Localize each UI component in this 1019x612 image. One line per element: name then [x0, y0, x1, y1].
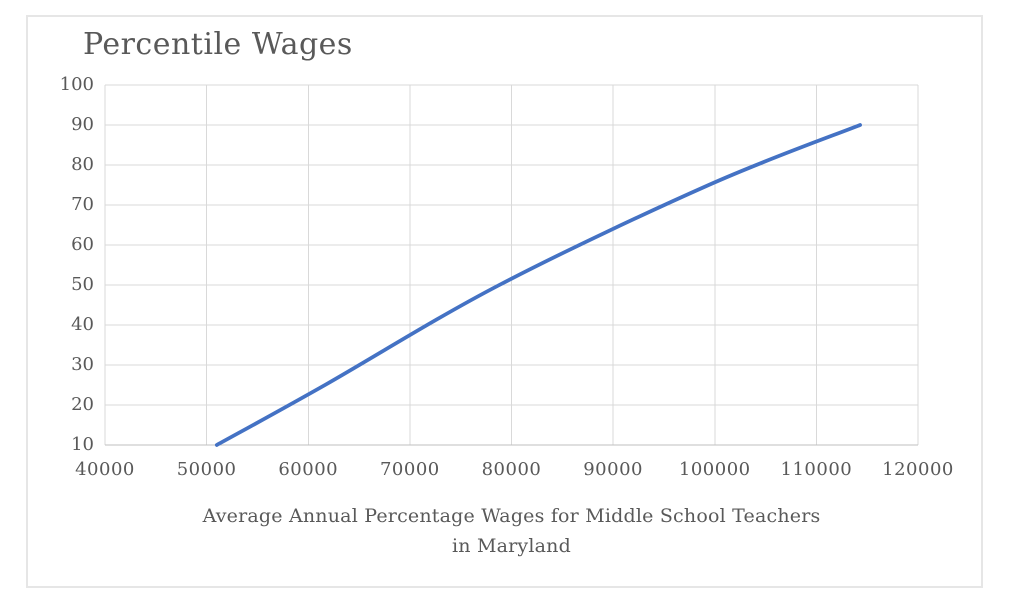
x-axis-title-line-1: Average Annual Percentage Wages for Midd…: [202, 505, 821, 527]
percentile-wage-line: [214, 123, 862, 447]
x-axis-title: Average Annual Percentage Wages for Midd…: [105, 501, 918, 561]
x-tick-label: 90000: [583, 459, 643, 480]
x-tick-label: 120000: [882, 459, 954, 480]
y-tick-label: 90: [71, 114, 94, 135]
x-tick-label: 40000: [75, 459, 135, 480]
x-tick-label: 80000: [481, 459, 542, 480]
y-tick-label: 10: [71, 434, 94, 455]
x-axis-title-line-2: in Maryland: [452, 535, 571, 557]
y-tick-label: 70: [71, 194, 94, 215]
y-tick-label: 20: [71, 394, 94, 415]
chart-frame-border: [26, 15, 983, 588]
x-tick-label: 70000: [379, 459, 440, 480]
y-tick-label: 80: [71, 154, 94, 175]
y-tick-label: 100: [59, 74, 94, 95]
x-tick-label: 60000: [278, 459, 339, 480]
gridlines: [104, 84, 919, 446]
x-tick-label: 50000: [176, 459, 237, 480]
chart-title: Percentile Wages: [83, 27, 353, 62]
y-tick-label: 60: [71, 234, 94, 255]
y-tick-label: 40: [71, 314, 94, 335]
y-tick-label: 30: [71, 354, 94, 375]
y-tick-label: 50: [71, 274, 94, 295]
x-tick-label: 100000: [678, 459, 751, 480]
x-tick-label: 110000: [780, 459, 853, 480]
